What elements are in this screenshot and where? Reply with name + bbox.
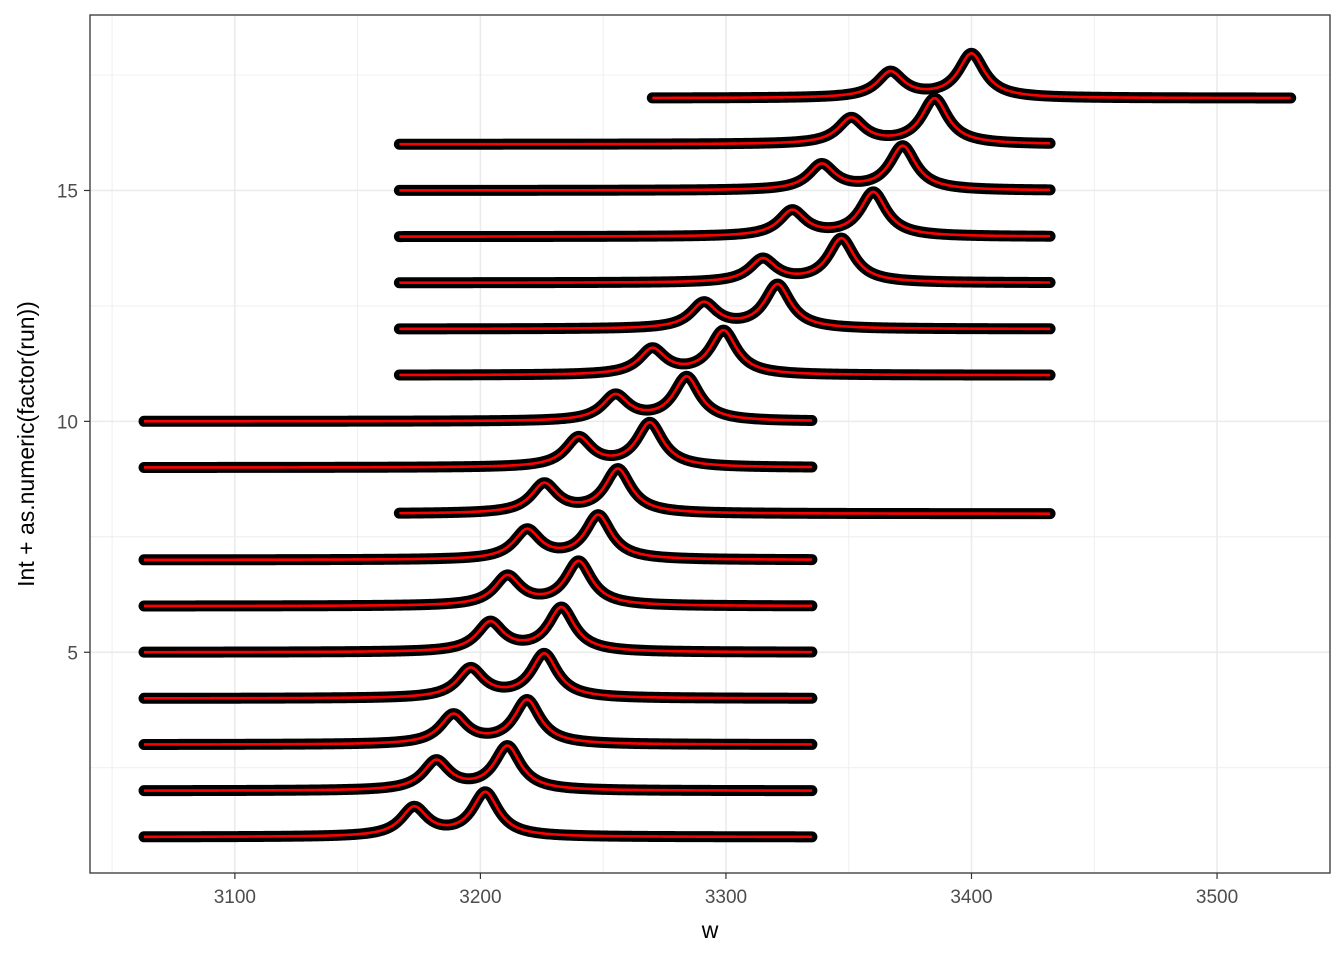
series-run-14 — [393, 186, 1056, 243]
x-axis-title: w — [701, 917, 719, 943]
series-layer — [138, 47, 1297, 843]
series-run-17 — [646, 47, 1297, 104]
series-fit-line-run-4 — [144, 652, 812, 700]
series-run-15 — [393, 140, 1056, 196]
y-tick-label: 5 — [67, 643, 78, 664]
series-run-4 — [138, 647, 818, 704]
series-run-16 — [393, 92, 1056, 150]
series-run-3 — [138, 693, 818, 750]
x-tick-label: 3300 — [705, 887, 747, 908]
series-run-8 — [393, 463, 1056, 520]
series-run-11 — [393, 324, 1056, 381]
series-fit-line-run-10 — [144, 375, 812, 423]
x-tick-label: 3500 — [1196, 887, 1238, 908]
y-axis: 5 10 15 — [57, 181, 90, 664]
series-fit-line-run-3 — [144, 698, 812, 746]
x-axis: 3100 3200 3300 3400 3500 — [214, 873, 1238, 908]
series-run-7 — [138, 509, 818, 566]
y-tick-label: 15 — [57, 181, 78, 202]
series-fit-line-run-2 — [144, 744, 812, 792]
series-fit-line-run-6 — [144, 559, 812, 608]
series-fit-line-run-7 — [144, 513, 812, 562]
y-axis-title: Int + as.numeric(factor(run)) — [13, 301, 39, 587]
series-fit-line-run-15 — [399, 144, 1051, 192]
series-run-9 — [138, 416, 818, 473]
series-fit-line-run-16 — [399, 96, 1051, 146]
series-fit-line-run-5 — [144, 605, 812, 654]
series-run-1 — [138, 786, 818, 843]
series-run-13 — [393, 232, 1056, 289]
series-fit-line-run-13 — [399, 236, 1051, 285]
panel-border — [89, 14, 1331, 874]
series-fit-line-run-8 — [399, 467, 1051, 515]
series-fit-line-run-14 — [399, 190, 1051, 238]
series-run-5 — [138, 601, 818, 658]
x-tick-label: 3100 — [214, 887, 256, 908]
plot-panel — [90, 15, 1330, 873]
series-run-2 — [138, 740, 818, 797]
series-run-6 — [138, 555, 818, 612]
series-fit-line-run-12 — [399, 282, 1051, 331]
series-fit-line-run-1 — [144, 790, 812, 839]
x-tick-label: 3200 — [459, 887, 501, 908]
minor-gridlines — [90, 15, 1330, 873]
x-tick-label: 3400 — [950, 887, 992, 908]
series-fit-line-run-9 — [144, 421, 812, 469]
series-run-12 — [393, 278, 1056, 335]
series-run-10 — [138, 370, 818, 427]
series-fit-line-run-17 — [652, 52, 1291, 100]
y-tick-label: 10 — [57, 412, 78, 433]
series-fit-line-run-11 — [399, 328, 1051, 377]
